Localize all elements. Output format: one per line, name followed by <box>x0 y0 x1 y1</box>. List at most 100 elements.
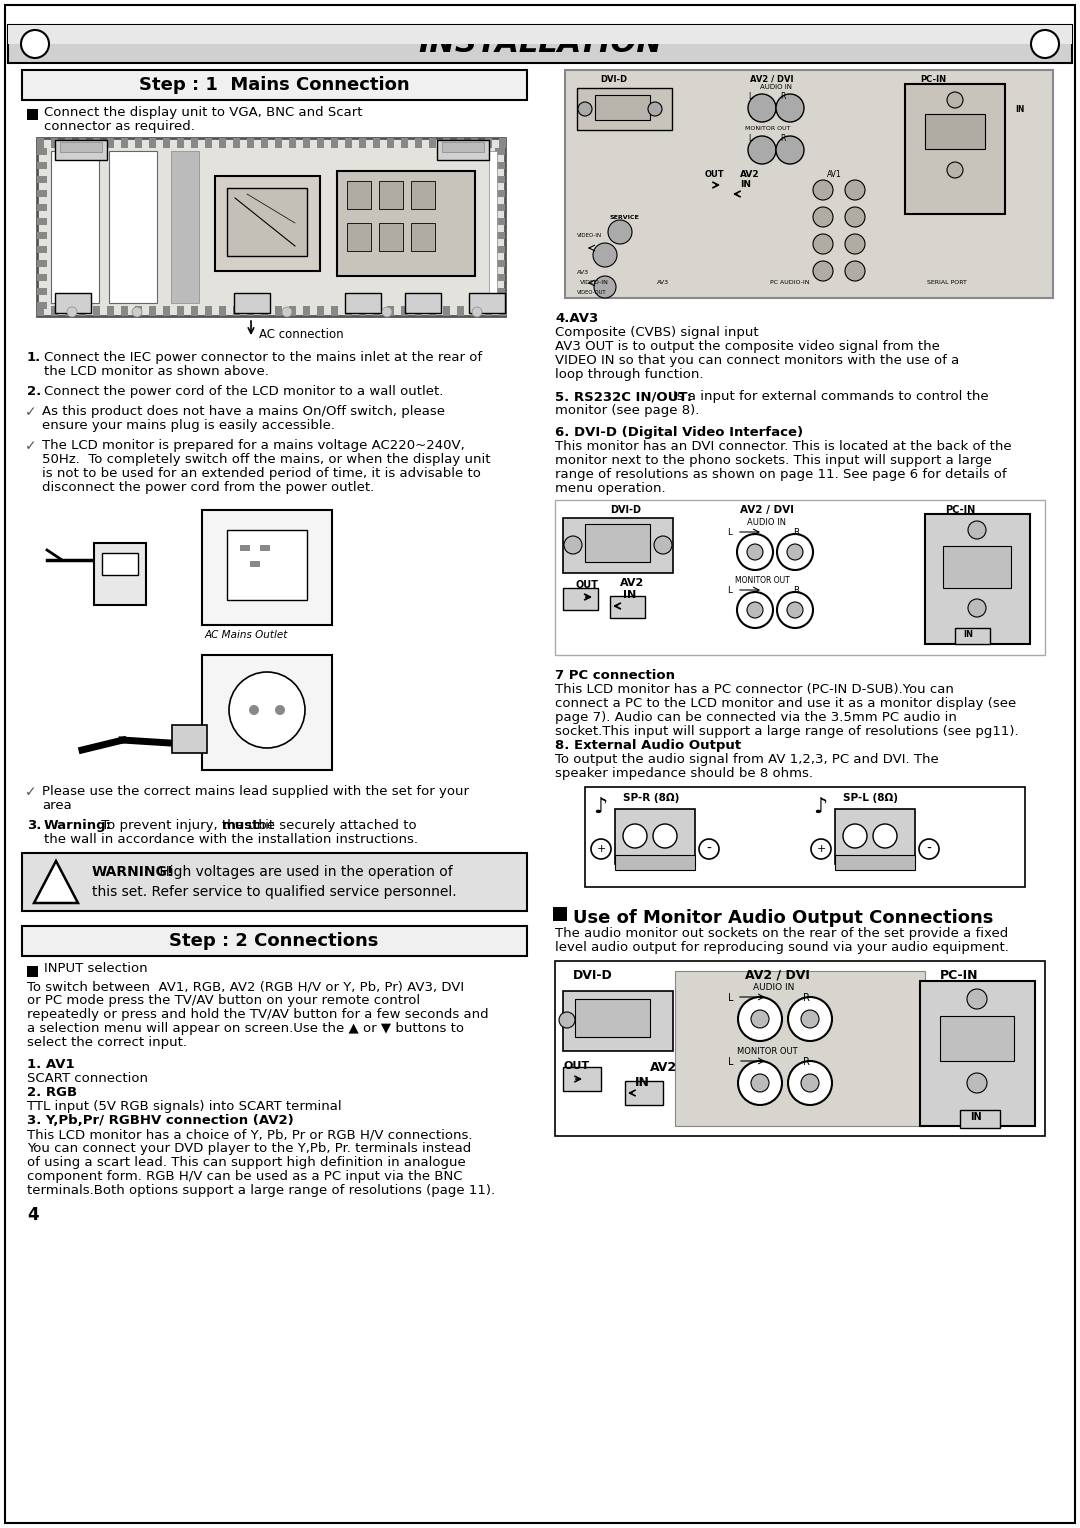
Text: L: L <box>728 1057 733 1067</box>
Text: 5. RS232C IN/OUT:: 5. RS232C IN/OUT: <box>555 390 692 403</box>
Text: or PC mode press the TV/AV button on your remote control: or PC mode press the TV/AV button on you… <box>27 995 420 1007</box>
Bar <box>471 138 478 148</box>
Circle shape <box>845 234 865 254</box>
Circle shape <box>275 704 285 715</box>
Circle shape <box>132 307 141 316</box>
Text: To prevent injury, the unit: To prevent injury, the unit <box>97 819 279 833</box>
Bar <box>485 138 492 148</box>
Text: component form. RGB H/V can be used as a PC input via the BNC: component form. RGB H/V can be used as a… <box>27 1170 462 1183</box>
Text: AV2 / DVI: AV2 / DVI <box>740 504 794 515</box>
Text: connector as required.: connector as required. <box>44 121 194 133</box>
Text: Step : 2 Connections: Step : 2 Connections <box>170 932 379 950</box>
Text: VIDEO-OUT: VIDEO-OUT <box>577 290 607 295</box>
Circle shape <box>845 180 865 200</box>
Text: OUT: OUT <box>563 1060 589 1071</box>
Text: L: L <box>748 134 753 144</box>
Circle shape <box>968 521 986 539</box>
Bar <box>555 961 1045 1135</box>
Circle shape <box>229 672 305 749</box>
Bar <box>495 219 505 225</box>
Bar <box>202 510 332 625</box>
Text: AV3 OUT is to output the composite video signal from the: AV3 OUT is to output the composite video… <box>555 341 940 353</box>
Bar <box>405 293 441 313</box>
Bar <box>37 219 48 225</box>
Circle shape <box>777 136 804 163</box>
Bar <box>177 306 184 316</box>
Text: AV2 / DVI: AV2 / DVI <box>750 75 794 84</box>
Bar <box>401 306 408 316</box>
Text: SERVICE: SERVICE <box>610 215 639 220</box>
Bar <box>485 306 492 316</box>
Circle shape <box>748 136 777 163</box>
Bar <box>37 176 48 183</box>
Bar <box>387 138 394 148</box>
Bar <box>27 966 38 976</box>
Bar <box>93 138 100 148</box>
Bar <box>303 306 310 316</box>
Text: You can connect your DVD player to the Y,Pb, Pr. terminals instead: You can connect your DVD player to the Y… <box>27 1141 471 1155</box>
Bar <box>219 306 226 316</box>
Bar <box>495 274 505 281</box>
Text: AV1: AV1 <box>827 170 841 179</box>
Text: AV2 / DVI: AV2 / DVI <box>745 969 810 983</box>
Bar <box>215 176 320 270</box>
Circle shape <box>593 243 617 267</box>
Bar <box>920 981 1035 1126</box>
Bar <box>55 293 91 313</box>
Bar <box>625 1080 663 1105</box>
Circle shape <box>919 839 939 859</box>
Text: AV3: AV3 <box>657 280 670 286</box>
Bar <box>247 306 254 316</box>
Text: SCART connection: SCART connection <box>27 1073 148 1085</box>
Bar <box>177 138 184 148</box>
Text: monitor next to the phono sockets. This input will support a large: monitor next to the phono sockets. This … <box>555 454 991 468</box>
Bar <box>8 24 1072 63</box>
Bar <box>575 999 650 1038</box>
Text: The audio monitor out sockets on the rear of the set provide a fixed: The audio monitor out sockets on the rea… <box>555 927 1009 940</box>
Circle shape <box>654 536 672 555</box>
Bar <box>60 142 102 151</box>
Text: area: area <box>42 799 71 811</box>
Circle shape <box>811 839 831 859</box>
Text: -: - <box>706 842 712 856</box>
Bar <box>553 908 567 921</box>
Text: menu operation.: menu operation. <box>555 481 665 495</box>
Text: ✓: ✓ <box>25 785 37 799</box>
Circle shape <box>751 1010 769 1028</box>
Bar <box>615 856 696 869</box>
Bar <box>905 84 1005 214</box>
Text: -: - <box>927 842 931 856</box>
Bar <box>379 180 403 209</box>
Text: AV2: AV2 <box>740 170 759 179</box>
Text: As this product does not have a mains On/Off switch, please: As this product does not have a mains On… <box>42 405 445 419</box>
Bar <box>495 148 505 154</box>
Bar <box>261 138 268 148</box>
Bar <box>27 108 38 121</box>
Circle shape <box>608 220 632 244</box>
Circle shape <box>843 824 867 848</box>
Bar <box>303 138 310 148</box>
Bar <box>135 138 141 148</box>
Text: Connect the display unit to VGA, BNC and Scart: Connect the display unit to VGA, BNC and… <box>44 105 363 119</box>
Bar <box>495 176 505 183</box>
Text: AC Mains Outlet: AC Mains Outlet <box>205 630 288 640</box>
Bar <box>219 138 226 148</box>
Text: AV2: AV2 <box>650 1060 677 1074</box>
Text: 2. RGB: 2. RGB <box>27 1086 77 1099</box>
Bar <box>8 24 1072 44</box>
Circle shape <box>947 162 963 177</box>
Bar <box>37 246 48 254</box>
Bar <box>347 223 372 251</box>
Bar <box>495 246 505 254</box>
Bar <box>121 138 129 148</box>
Circle shape <box>813 261 833 281</box>
Bar <box>595 95 650 121</box>
Bar <box>227 188 307 257</box>
Text: ensure your mains plug is easily accessible.: ensure your mains plug is easily accessi… <box>42 419 335 432</box>
Text: socket.This input will support a large range of resolutions (see pg11).: socket.This input will support a large r… <box>555 724 1018 738</box>
Text: Composite (CVBS) signal input: Composite (CVBS) signal input <box>555 325 758 339</box>
Bar <box>495 260 505 267</box>
Circle shape <box>623 824 647 848</box>
Bar <box>233 306 240 316</box>
Bar <box>387 306 394 316</box>
